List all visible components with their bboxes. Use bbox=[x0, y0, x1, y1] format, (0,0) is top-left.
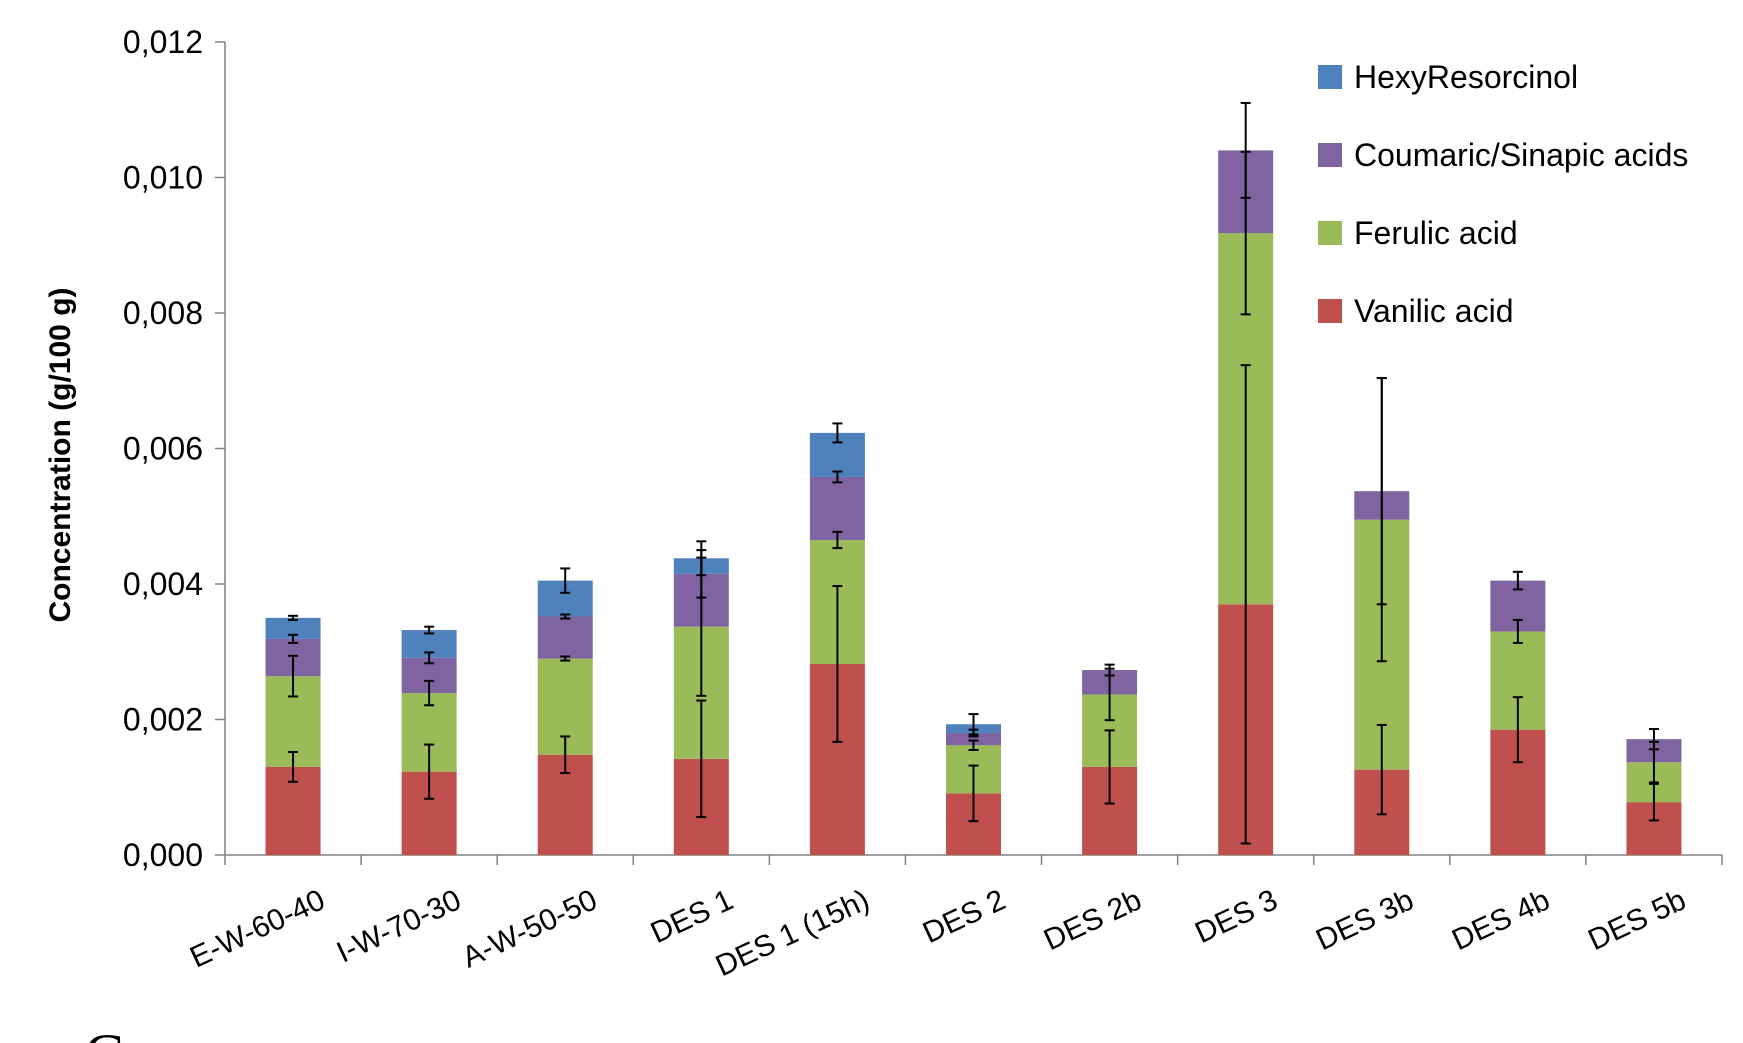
legend-swatch bbox=[1318, 299, 1342, 323]
y-tick-label: 0,006 bbox=[123, 431, 203, 467]
y-tick-label: 0,004 bbox=[123, 566, 203, 602]
x-category-label: DES 3b bbox=[1311, 883, 1419, 957]
x-category-label: DES 5b bbox=[1583, 883, 1691, 957]
x-category-label: I-W-70-30 bbox=[332, 883, 466, 969]
y-tick-label: 0,000 bbox=[123, 837, 203, 873]
y-tick-label: 0,008 bbox=[123, 295, 203, 331]
x-category-label: A-W-50-50 bbox=[457, 883, 602, 974]
y-tick-label: 0,010 bbox=[123, 160, 203, 196]
legend-swatch bbox=[1318, 65, 1342, 89]
legend-label: Ferulic acid bbox=[1354, 215, 1518, 251]
x-category-label: DES 4b bbox=[1447, 883, 1555, 957]
legend-swatch bbox=[1318, 143, 1342, 167]
y-axis-title: Concentration (g/100 g) bbox=[44, 287, 77, 622]
bar-segment bbox=[265, 617, 321, 639]
legend-label: Coumaric/Sinapic acids bbox=[1354, 137, 1688, 173]
legend-label: Vanilic acid bbox=[1354, 293, 1513, 329]
y-tick-label: 0,012 bbox=[123, 24, 203, 60]
x-category-label: DES 3 bbox=[1190, 883, 1283, 950]
x-category-label: DES 1 (15h) bbox=[711, 883, 875, 983]
caption-fragment: C bbox=[84, 1022, 124, 1043]
legend: HexyResorcinol Coumaric/Sinapic acids Feru… bbox=[1318, 59, 1688, 329]
x-category-label: DES 1 bbox=[646, 883, 739, 950]
legend-label: HexyResorcinol bbox=[1354, 59, 1578, 95]
bar-segment bbox=[809, 476, 865, 540]
x-category-label: DES 2b bbox=[1039, 883, 1147, 957]
y-tick-label: 0,002 bbox=[123, 702, 203, 738]
y-axis: 0,000 0,002 0,004 0,006 0,008 0,010 0,012 bbox=[123, 24, 226, 873]
bar-segment bbox=[537, 616, 593, 659]
bar-segment bbox=[946, 733, 1001, 746]
x-category-label: E-W-60-40 bbox=[185, 883, 330, 974]
x-category-label: DES 2 bbox=[918, 883, 1011, 950]
error-bars bbox=[288, 101, 1659, 845]
legend-swatch bbox=[1318, 221, 1342, 245]
